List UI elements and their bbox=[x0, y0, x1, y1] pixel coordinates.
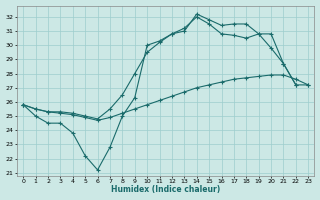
X-axis label: Humidex (Indice chaleur): Humidex (Indice chaleur) bbox=[111, 185, 220, 194]
